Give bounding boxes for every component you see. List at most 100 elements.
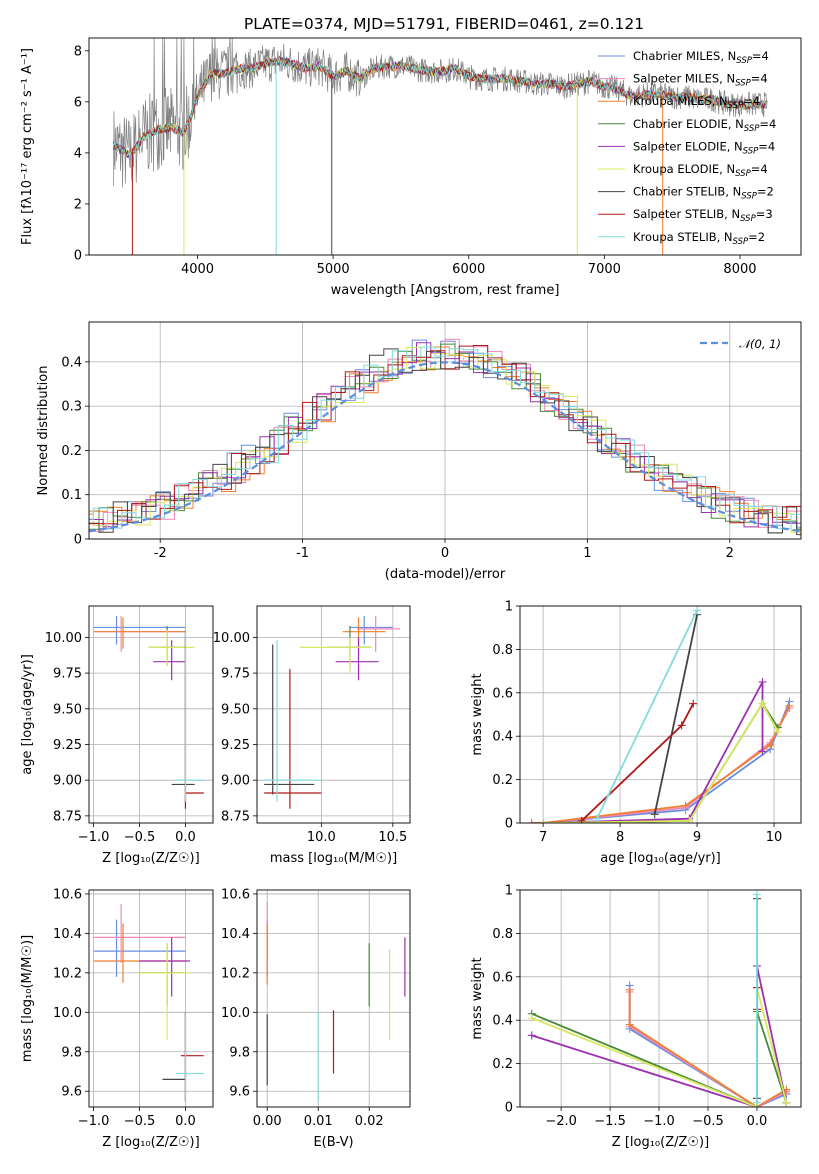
legend-label: Kroupa ELODIE, N — [633, 162, 735, 176]
y-tick-label: 1 — [505, 600, 513, 615]
legend-subscript: SSP — [733, 237, 749, 247]
x-tick-label: 0 — [441, 546, 449, 561]
x-tick-label: −1.5 — [594, 1114, 626, 1129]
y-tick-label: 9.6 — [61, 1085, 82, 1100]
x-tick-label: 0.02 — [355, 1114, 384, 1129]
y-tick-label: 9.75 — [53, 667, 82, 682]
legend-label: Kroupa STELIB, N — [633, 230, 733, 244]
y-tick-label: 10.00 — [213, 631, 250, 646]
legend-label: Salpeter MILES, N — [633, 72, 735, 86]
x-tick-label: -2 — [154, 546, 167, 561]
y-tick-label: 0.2 — [61, 444, 82, 459]
legend-label: Salpeter STELIB, N — [633, 207, 740, 221]
y-tick-label: 0.6 — [492, 970, 513, 985]
x-tick-label: 0.0 — [175, 1114, 196, 1129]
x-tick-label: −1.0 — [78, 830, 110, 845]
y-tick-label: 10.4 — [53, 927, 82, 942]
x-tick-label: 4000 — [181, 262, 214, 277]
figure-title: PLATE=0374, MJD=51791, FIBERID=0461, z=0… — [244, 15, 644, 33]
y-tick-label: 0.8 — [492, 927, 513, 942]
x-tick-label: 8 — [616, 830, 624, 845]
x-tick-label: 5000 — [317, 262, 350, 277]
x-tick-label: −1.0 — [643, 1114, 675, 1129]
x-axis-label: Z [log₁₀(Z/Z☉)] — [102, 1135, 199, 1150]
x-tick-label: 1 — [583, 546, 591, 561]
x-axis-label: age [log₁₀(age/yr)] — [600, 851, 721, 866]
y-tick-label: 0.1 — [61, 488, 82, 503]
y-tick-label: 0 — [74, 249, 82, 264]
y-tick-label: 9.8 — [229, 1045, 250, 1060]
legend-label: Chabrier ELODIE, N — [633, 117, 744, 131]
legend-subscript: SSP — [728, 101, 744, 111]
y-tick-label: 0.8 — [492, 643, 513, 658]
x-tick-label: 2 — [726, 546, 734, 561]
x-tick-label: −0.5 — [124, 830, 156, 845]
y-tick-label: 8.75 — [53, 809, 82, 824]
y-axis-label: mass weight — [470, 673, 485, 755]
x-tick-label: −1.0 — [78, 1114, 110, 1129]
legend-subscript: SSP — [741, 192, 757, 202]
y-tick-label: 0 — [74, 533, 82, 548]
legend-subscript: SSP — [736, 56, 752, 66]
x-tick-label: 10 — [766, 830, 783, 845]
legend-label: Kroupa MILES, N — [633, 94, 728, 108]
y-axis-label: Flux [fλ10⁻¹⁷ erg cm⁻² s⁻¹ A⁻¹] — [20, 48, 35, 245]
y-tick-label: 10.4 — [221, 927, 250, 942]
y-tick-label: 0.4 — [492, 1014, 513, 1029]
x-axis-label: mass [log₁₀(M/M☉)] — [270, 851, 397, 866]
legend-suffix: =4 — [752, 49, 769, 63]
y-tick-label: 0 — [505, 1101, 513, 1116]
x-tick-label: 10.5 — [378, 830, 407, 845]
y-tick-label: 10.2 — [53, 966, 82, 981]
y-tick-label: 0.3 — [61, 400, 82, 415]
x-axis-label: Z [log₁₀(Z/Z☉)] — [102, 851, 199, 866]
x-tick-label: 0.0 — [747, 1114, 768, 1129]
y-tick-label: 9.25 — [221, 738, 250, 753]
x-tick-label: 0.01 — [304, 1114, 333, 1129]
y-axis-label: age [log₁₀(age/yr)] — [20, 654, 35, 775]
y-tick-label: 1 — [505, 884, 513, 899]
y-tick-label: 10.2 — [221, 966, 250, 981]
legend-subscript: SSP — [744, 124, 760, 134]
x-tick-label: 6000 — [452, 262, 485, 277]
x-axis-label: E(B-V) — [313, 1135, 353, 1150]
y-tick-label: 0 — [505, 817, 513, 832]
legend-suffix: =3 — [756, 207, 773, 221]
y-tick-label: 0.4 — [492, 730, 513, 745]
y-tick-label: 9.6 — [229, 1085, 250, 1100]
legend-suffix: =4 — [751, 162, 768, 176]
legend-suffix: =4 — [758, 139, 775, 153]
y-tick-label: 0.2 — [492, 1057, 513, 1072]
legend-suffix: =4 — [743, 94, 760, 108]
legend-entry: 𝒩(0, 1) — [739, 337, 781, 351]
x-tick-label: 8000 — [723, 262, 756, 277]
legend-subscript: SSP — [735, 79, 751, 89]
x-axis-label: Z [log₁₀(Z/Z☉)] — [612, 1135, 709, 1150]
legend-suffix: =4 — [759, 117, 776, 131]
y-tick-label: 9.50 — [221, 702, 250, 717]
y-tick-label: 0.2 — [492, 773, 513, 788]
y-tick-label: 9.00 — [221, 774, 250, 789]
y-tick-label: 0.4 — [61, 355, 82, 370]
x-tick-label: 7 — [539, 830, 547, 845]
legend-subscript: SSP — [740, 214, 756, 224]
x-tick-label: 0.0 — [175, 830, 196, 845]
legend-label: Chabrier STELIB, N — [633, 185, 741, 199]
x-tick-label: −0.5 — [692, 1114, 724, 1129]
y-tick-label: 9.8 — [61, 1045, 82, 1060]
x-tick-label: -1 — [296, 546, 309, 561]
x-tick-label: −2.0 — [545, 1114, 577, 1129]
legend-suffix: =2 — [748, 230, 765, 244]
y-axis-label: Normed distribution — [36, 366, 51, 496]
x-tick-label: 0.00 — [253, 1114, 282, 1129]
y-tick-label: 10.6 — [53, 887, 82, 902]
y-tick-label: 8.75 — [221, 809, 250, 824]
x-tick-label: −0.5 — [124, 1114, 156, 1129]
y-tick-label: 9.50 — [53, 702, 82, 717]
x-axis-label: wavelength [Angstrom, rest frame] — [331, 283, 560, 298]
legend-suffix: =2 — [757, 185, 774, 199]
legend-subscript: SSP — [735, 169, 751, 179]
y-tick-label: 10.0 — [221, 1006, 250, 1021]
